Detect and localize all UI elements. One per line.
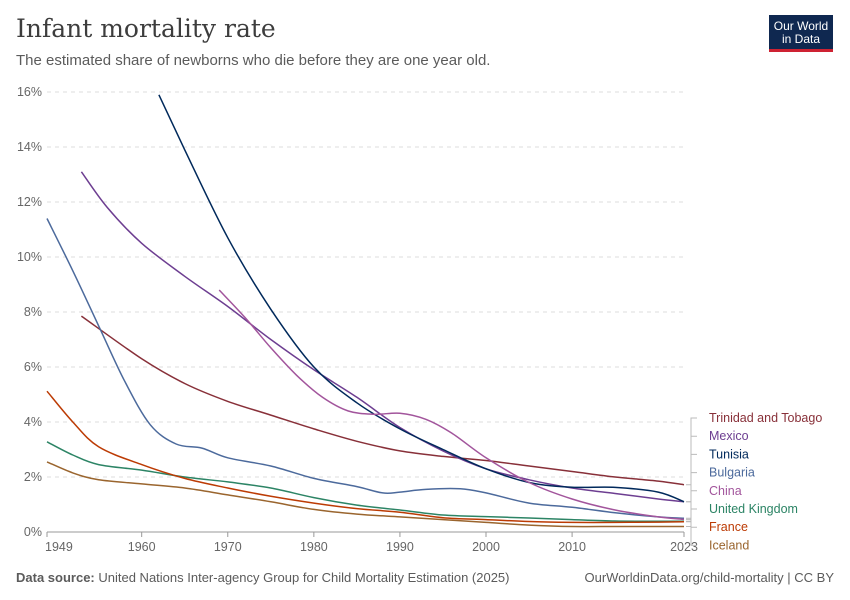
data-source: Data source: United Nations Inter-agency… — [16, 570, 510, 585]
x-tick-label: 1970 — [214, 540, 242, 554]
logo-line-1: Our World — [773, 19, 829, 33]
chart-subtitle: The estimated share of newborns who die … — [16, 52, 491, 69]
x-tick-label: 1960 — [128, 540, 156, 554]
series-line[interactable] — [46, 390, 685, 524]
y-tick-label: 12% — [17, 195, 42, 209]
series-label[interactable]: Tunisia — [709, 447, 749, 461]
label-connector — [686, 490, 697, 520]
label-connector — [686, 526, 697, 546]
owid-logo[interactable]: Our World in Data — [769, 15, 833, 52]
series-line[interactable] — [46, 461, 684, 528]
series-label[interactable]: Iceland — [709, 538, 749, 552]
y-tick-label: 10% — [17, 250, 42, 264]
series-label[interactable]: Bulgaria — [709, 466, 755, 480]
x-tick-label: 1949 — [45, 540, 73, 554]
x-tick-label: 2023 — [670, 540, 698, 554]
series-line[interactable] — [80, 315, 685, 486]
label-connector — [686, 521, 697, 528]
logo-line-2: in Data — [781, 32, 821, 46]
series-line[interactable] — [46, 441, 684, 523]
series-line[interactable] — [158, 94, 685, 503]
y-tick-label: 6% — [24, 360, 42, 374]
source-link[interactable]: OurWorldinData.org/child-mortality | CC … — [584, 570, 835, 585]
chart-title: Infant mortality rate — [16, 14, 276, 43]
series-label[interactable]: Mexico — [709, 429, 749, 443]
series-line[interactable] — [80, 171, 685, 503]
series-line[interactable] — [218, 289, 685, 521]
y-tick-label: 16% — [17, 85, 42, 99]
x-tick-label: 1980 — [300, 540, 328, 554]
series-label[interactable]: United Kingdom — [709, 502, 798, 516]
series-label[interactable]: France — [709, 520, 748, 534]
y-tick-label: 4% — [24, 415, 42, 429]
y-tick-label: 2% — [24, 470, 42, 484]
series-label[interactable]: China — [709, 484, 742, 498]
y-tick-label: 8% — [24, 305, 42, 319]
data-source-label: Data source: — [16, 570, 95, 585]
y-tick-label: 14% — [17, 140, 42, 154]
series-line[interactable] — [46, 218, 685, 520]
x-tick-label: 2000 — [472, 540, 500, 554]
x-tick-label: 1990 — [386, 540, 414, 554]
series-label[interactable]: Trinidad and Tobago — [709, 411, 822, 425]
data-source-text: United Nations Inter-agency Group for Ch… — [94, 570, 510, 585]
x-tick-label: 2010 — [558, 540, 586, 554]
y-tick-label: 0% — [24, 525, 42, 539]
